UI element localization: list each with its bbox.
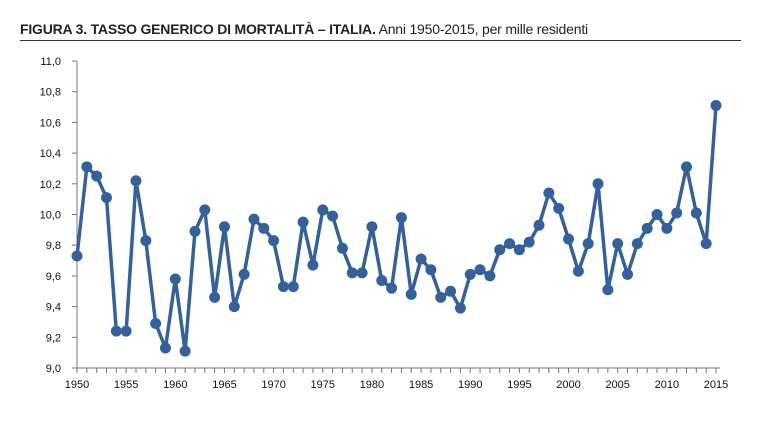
data-point (336, 242, 348, 254)
data-point (346, 267, 358, 279)
x-tick-label: 2005 (605, 379, 629, 391)
data-point (199, 204, 211, 216)
data-point (464, 268, 476, 280)
data-point (651, 209, 663, 220)
data-point (120, 325, 132, 337)
data-point (130, 175, 142, 187)
x-tick-label: 1970 (261, 379, 285, 391)
y-tick-label: 10,2 (40, 179, 61, 191)
data-point (386, 282, 398, 294)
data-point (287, 281, 299, 293)
data-point (71, 250, 83, 262)
y-tick-label: 9,0 (46, 363, 61, 375)
chart-subtitle: Anni 1950-2015, per mille residenti (378, 21, 589, 37)
chart-title-main: FIGURA 3. TASSO GENERICO DI MORTALITÀ – … (20, 21, 376, 37)
data-point (474, 264, 486, 276)
data-point (327, 210, 339, 222)
data-point (159, 342, 171, 354)
data-point (140, 235, 152, 247)
data-point (572, 265, 584, 277)
series-line (75, 105, 718, 353)
data-point (81, 161, 93, 173)
data-point (415, 253, 427, 265)
data-point (454, 302, 466, 314)
y-tick-label: 9,2 (46, 332, 61, 344)
data-point (504, 238, 516, 250)
data-point (317, 204, 329, 216)
data-point (671, 207, 683, 219)
x-tick-label: 2000 (556, 379, 580, 391)
data-point (100, 192, 112, 204)
y-tick-label: 10,6 (40, 117, 61, 129)
y-tick-label: 10,0 (40, 210, 61, 222)
x-tick-label: 1980 (360, 379, 384, 391)
y-tick-label: 9,8 (46, 240, 61, 252)
data-point (445, 285, 457, 297)
data-point (631, 238, 643, 250)
data-point (297, 216, 309, 228)
data-point (641, 222, 653, 234)
y-tick-label: 10,4 (40, 148, 61, 160)
x-tick-label: 1975 (311, 379, 335, 391)
x-tick-label: 1990 (458, 379, 482, 391)
title-divider (20, 40, 741, 41)
data-point (307, 259, 319, 271)
data-point (553, 202, 565, 214)
data-point (277, 281, 289, 293)
chart-title: FIGURA 3. TASSO GENERICO DI MORTALITÀ – … (20, 21, 588, 37)
x-tick-label: 1960 (163, 379, 187, 391)
x-tick-label: 1995 (507, 379, 531, 391)
data-point (690, 207, 702, 219)
data-point (248, 213, 260, 225)
data-point (209, 291, 221, 303)
data-point (563, 233, 575, 245)
data-point (681, 161, 693, 173)
data-point (513, 244, 525, 256)
x-tick-label: 1955 (114, 379, 138, 391)
y-tick-label: 11,0 (40, 56, 61, 68)
data-point (395, 212, 407, 224)
y-tick-label: 9,4 (46, 302, 61, 314)
data-point (366, 221, 378, 233)
data-point (494, 244, 506, 256)
data-point (228, 301, 240, 313)
data-point (582, 238, 594, 250)
data-point (612, 238, 624, 250)
data-point (661, 222, 673, 234)
x-tick-label: 1965 (212, 379, 236, 391)
y-tick-label: 10,8 (40, 87, 61, 99)
data-point (700, 238, 712, 250)
x-tick-label: 2015 (704, 379, 728, 391)
data-point (622, 268, 634, 280)
data-point (110, 325, 122, 337)
data-point (484, 270, 496, 282)
data-point (258, 222, 270, 234)
data-point (602, 284, 614, 296)
x-tick-label: 1985 (409, 379, 433, 391)
data-point (169, 273, 181, 285)
data-point (405, 288, 417, 300)
data-point (218, 221, 230, 233)
data-point (356, 267, 368, 279)
data-point (543, 187, 555, 199)
data-point (91, 170, 103, 182)
data-point (425, 264, 437, 276)
data-point (189, 225, 201, 237)
x-tick-label: 1950 (65, 379, 89, 391)
y-tick-label: 9,6 (46, 271, 61, 283)
data-point (710, 100, 722, 112)
data-point (150, 317, 162, 329)
data-point (523, 236, 535, 248)
data-point (533, 219, 545, 231)
data-point (179, 345, 191, 357)
data-point (268, 235, 280, 247)
data-point (376, 275, 388, 287)
data-point (592, 178, 604, 190)
x-tick-label: 2010 (655, 379, 679, 391)
data-point (435, 291, 447, 303)
data-point (238, 268, 250, 280)
